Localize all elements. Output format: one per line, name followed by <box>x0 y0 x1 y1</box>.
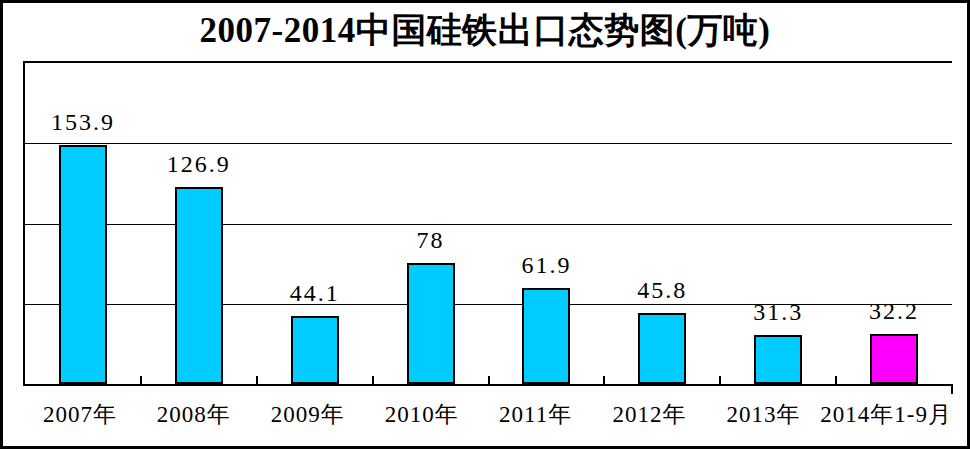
bar-value-label: 45.8 <box>637 277 687 304</box>
bar-slot: 44.1 <box>257 63 373 384</box>
x-axis-label-text: 2010年 <box>385 399 459 430</box>
bar-2008年: 126.9 <box>175 187 223 384</box>
bar-slot: 153.9 <box>25 63 141 384</box>
bar-2013年: 31.3 <box>754 335 802 384</box>
bar-slots: 153.9 126.9 44.1 78 61.9 45.8 31.3 32.2 <box>25 63 952 384</box>
bar-value-label: 31.3 <box>753 299 803 326</box>
x-axis-label-text: 2013年 <box>726 399 800 430</box>
bar-value-label: 126.9 <box>167 151 231 178</box>
x-axis-label-text: 2014年1-9月 <box>820 399 952 430</box>
chart-title: 2007-2014中国硅铁出口态势图(万吨) <box>3 7 967 54</box>
bar-slot: 32.2 <box>836 63 952 384</box>
bar-slot: 45.8 <box>604 63 720 384</box>
bar-slot: 78 <box>373 63 489 384</box>
bar-value-label: 153.9 <box>51 109 115 136</box>
x-axis-label: 2010年 <box>365 399 479 430</box>
bar-value-label: 61.9 <box>521 252 571 279</box>
chart-frame: 2007-2014中国硅铁出口态势图(万吨) 153.9 126.9 44.1 78 6… <box>0 0 970 449</box>
plot-area: 153.9 126.9 44.1 78 61.9 45.8 31.3 32.2 <box>23 61 952 386</box>
x-axis-label: 2009年 <box>251 399 365 430</box>
x-axis-label-text: 2011年 <box>499 399 572 430</box>
x-axis-labels: 2007年 2008年 2009年 2010年 2011年 2012年 2013年 2014年… <box>23 399 952 430</box>
bar-value-label: 32.2 <box>869 298 919 325</box>
bar-2014年1-9月: 32.2 <box>870 334 918 384</box>
x-axis-label: 2013年 <box>706 399 820 430</box>
bar-value-label: 78 <box>417 227 445 254</box>
bar-2012年: 45.8 <box>638 313 686 384</box>
x-axis-label-text: 2008年 <box>157 399 231 430</box>
bar-2011年: 61.9 <box>522 288 570 384</box>
x-axis-label: 2011年 <box>479 399 593 430</box>
bar-slot: 31.3 <box>720 63 836 384</box>
bar-2007年: 153.9 <box>59 145 107 384</box>
x-axis-label: 2014年1-9月 <box>820 399 952 430</box>
x-axis-label-text: 2012年 <box>612 399 686 430</box>
x-axis-label-text: 2007年 <box>43 399 117 430</box>
bar-slot: 61.9 <box>489 63 605 384</box>
x-axis-label: 2012年 <box>593 399 707 430</box>
bar-value-label: 44.1 <box>290 280 340 307</box>
axis-tick <box>951 384 953 394</box>
x-axis-label: 2008年 <box>137 399 251 430</box>
bar-slot: 126.9 <box>141 63 257 384</box>
bar-2009年: 44.1 <box>291 316 339 384</box>
x-axis-label: 2007年 <box>23 399 137 430</box>
bar-2010年: 78 <box>407 263 455 384</box>
x-axis-label-text: 2009年 <box>271 399 345 430</box>
